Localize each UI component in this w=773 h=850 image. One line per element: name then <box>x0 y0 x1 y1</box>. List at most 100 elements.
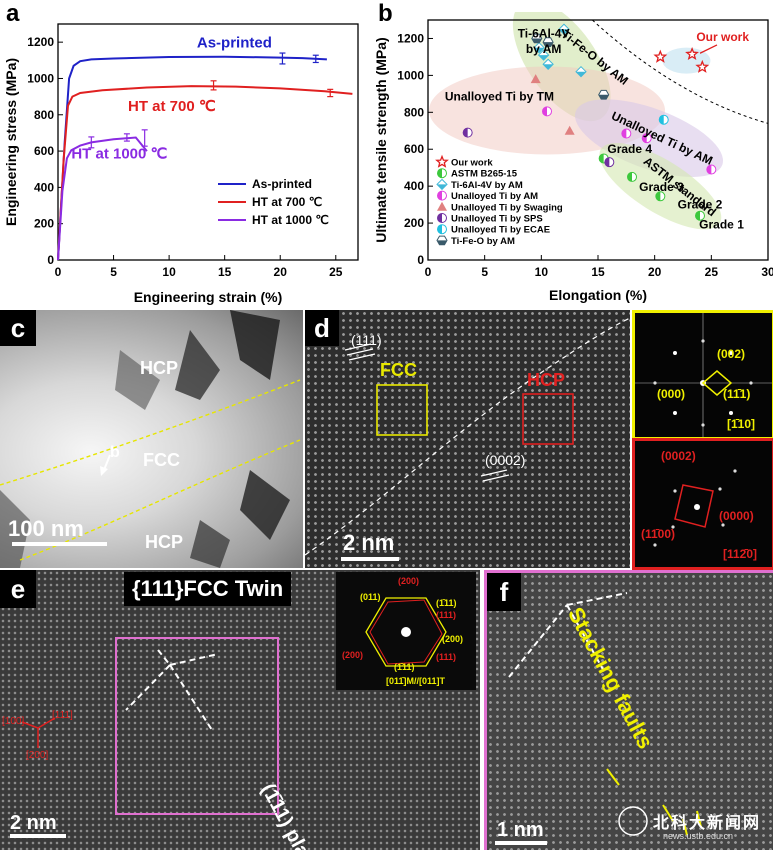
data-point-2-3-fill <box>559 29 569 35</box>
y-tick-label: 800 <box>404 105 424 119</box>
data-point-5-0-fill <box>463 128 468 138</box>
annotation-4: Unalloyed Ti by TM <box>445 89 554 103</box>
spot-011: (011) <box>360 592 381 602</box>
fft-spot-0002: (0002) <box>661 449 696 463</box>
fft-spot-1100: (11̄00) <box>641 527 676 541</box>
panel-f-hrtem-image: f Stacking faults 1 nm 北科大新闻网 news.ustb.… <box>484 570 773 850</box>
legend-entry-0: As-printed <box>252 177 312 191</box>
legend-entry-6: Unalloyed Ti by ECAE <box>451 225 550 236</box>
y-tick-label: 1000 <box>397 68 424 82</box>
panel-e-label: e <box>0 570 36 608</box>
series-line-1 <box>57 85 353 261</box>
stress-strain-chart: 0 5 10 15 20 25 0 200 400 600 800 1000 1200 Engineeri… <box>3 23 359 305</box>
fft-spot-0000: (0000) <box>719 509 754 523</box>
saed-inset: (200) (011) (1̄11) (111) (200) (200) (11… <box>336 572 476 690</box>
x-tick-label: 15 <box>591 265 605 279</box>
watermark-url: news.ustb.edu.cn <box>663 831 734 841</box>
legend-entry-3: Unalloyed Ti by AM <box>451 191 538 202</box>
spot-111-c: (111) <box>436 652 457 662</box>
watermark: 北科大新闻网 <box>653 815 762 832</box>
spot-111-b: (111) <box>436 610 457 620</box>
legend-marker-6-fill <box>437 224 442 234</box>
legend-marker-3-fill <box>437 191 442 201</box>
y-tick-label: 800 <box>34 108 54 122</box>
series-label-2: HT at 1000 ℃ <box>71 145 167 162</box>
plane-0002-label: (0002) <box>485 452 526 468</box>
x-tick-label: 20 <box>648 265 662 279</box>
fcc-label: FCC <box>380 360 417 380</box>
our-work-arrow <box>699 44 718 54</box>
panel-c-tem-image: c HCP FCC HCP b 100 nm <box>0 310 303 568</box>
panel-c-label: c <box>0 310 36 346</box>
axis-100: [100] <box>2 716 25 727</box>
data-point-7-2-fill <box>598 94 609 100</box>
axis-200: [200] <box>26 750 49 761</box>
legend-entry-5: Unalloyed Ti by SPS <box>451 214 543 225</box>
data-point-7-0-fill <box>531 38 542 43</box>
legend-marker-4 <box>437 201 447 211</box>
legend-entry-2: HT at 1000 ℃ <box>252 213 329 227</box>
y-tick-label: 400 <box>34 180 54 194</box>
data-point-3-1-fill <box>621 129 627 139</box>
x-tick-label: 0 <box>55 265 62 279</box>
annotation-9: Grade 1 <box>699 218 744 232</box>
legend-marker-5-fill <box>437 213 442 223</box>
panel-b-label: b <box>378 0 393 27</box>
data-point-1-1-fill <box>627 172 632 182</box>
zone-axis-e: [011̄]M//[011]T <box>386 676 446 686</box>
data-point-2-4-fill <box>576 71 586 77</box>
data-point-4-0 <box>530 74 541 84</box>
annotation-6: Grade 4 <box>607 142 652 156</box>
legend-marker-1-fill <box>437 168 442 178</box>
x-tick-label: 15 <box>218 265 232 279</box>
x-tick-label: 30 <box>761 265 773 279</box>
data-point-4-1 <box>564 125 575 135</box>
x-tick-label: 5 <box>110 265 117 279</box>
x-tick-label: 20 <box>274 265 288 279</box>
y-tick-label: 0 <box>47 253 54 267</box>
x-tick-label: 25 <box>705 265 719 279</box>
y-tick-label: 1200 <box>397 31 424 45</box>
data-point-2-0-fill <box>534 47 545 53</box>
data-point-0-1 <box>685 46 699 61</box>
fft-zone-axis-hcp: [112̄0] <box>723 547 758 561</box>
marker-b-label: b <box>110 444 120 461</box>
fft-fcc-inset: (002) (000) (11̄1) [1̄10] <box>632 310 773 440</box>
annotation-3: Our work <box>696 30 749 44</box>
x-tick-label: 10 <box>162 265 176 279</box>
data-point-1-2-fill <box>655 191 661 201</box>
y-axis-label: Engineering stress (MPa) <box>3 58 19 226</box>
series-label-0: As-printed <box>197 35 272 52</box>
region-astm <box>599 143 722 230</box>
fft-spot-000: (000) <box>657 387 686 401</box>
scale-bar-e: 2 nm <box>10 812 57 834</box>
legend-marker-2-fill <box>437 184 447 190</box>
fft-zone-axis-fcc: [1̄10] <box>727 417 756 431</box>
y-tick-label: 600 <box>34 144 54 158</box>
annotation-8: Grade 2 <box>678 197 723 211</box>
spot-111-d: (1̄11) <box>394 662 415 672</box>
legend-entry-7: Ti-Fe-O by AM <box>451 236 515 247</box>
fft-hcp-inset: (0002) (0000) (11̄00) [112̄0] <box>632 438 773 570</box>
y-tick-label: 400 <box>404 179 424 193</box>
fft-spot-002: (002) <box>717 347 746 361</box>
axis-111: [111] <box>52 710 73 721</box>
hcp-region-label: HCP <box>140 358 179 378</box>
annotation-0: Ti-6Al-4V <box>518 27 570 41</box>
legend-entry-4: Unalloyed Ti by Swaging <box>451 202 563 213</box>
series-label-1: HT at 700 ℃ <box>128 98 216 115</box>
fft-spot-111: (11̄1) <box>723 387 751 401</box>
plane-111-label: (111) <box>351 332 382 348</box>
x-tick-label: 10 <box>535 265 549 279</box>
y-tick-label: 200 <box>404 216 424 230</box>
data-point-1-3-fill <box>695 211 700 221</box>
scale-bar-c: 100 nm <box>8 516 84 541</box>
twin-title: {111}FCC Twin <box>124 572 292 606</box>
series-line-0 <box>57 55 327 261</box>
data-point-7-1-fill <box>543 42 554 47</box>
data-point-0-0 <box>653 49 668 63</box>
data-point-3-3-fill <box>706 165 712 175</box>
annotation-7: Grade 3 <box>639 180 684 194</box>
hcp-region-label-bottom: HCP <box>145 532 184 552</box>
panel-d-hrtem-image: d (111) FCC HCP (0002) 2 nm <box>305 310 630 568</box>
